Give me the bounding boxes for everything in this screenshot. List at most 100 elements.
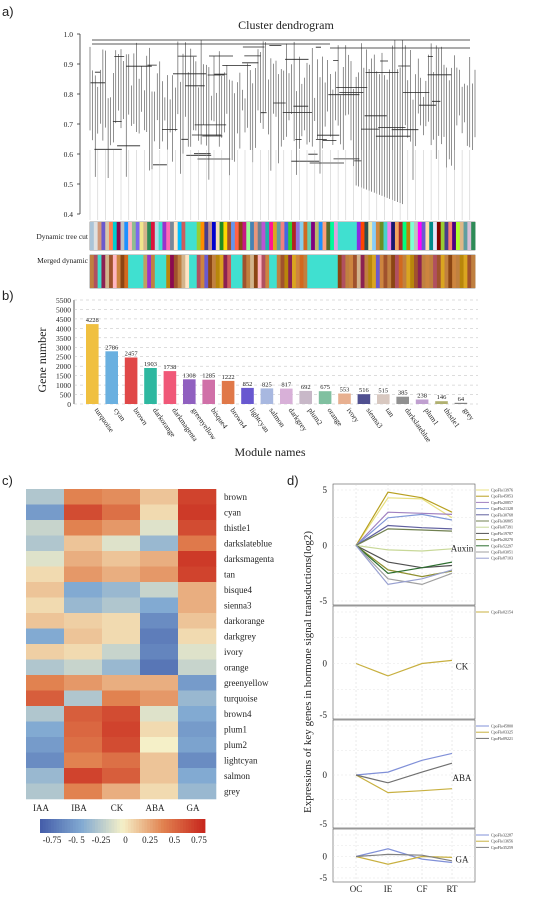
colorbar-segment [185,819,189,833]
heatmap-column-labels: IAA IBA CK ABA GA [33,803,200,813]
hormone-gene-expression-lines: Expressions of key genes in hormone sign… [302,483,513,894]
module-color-stripe [311,222,316,250]
bar-value-label: 1285 [202,373,215,380]
heatmap-column-label: CK [111,803,124,813]
series-line [355,762,453,784]
bar-greenyellow [183,379,196,404]
colorbar-segment [144,819,148,833]
module-color-stripe [341,255,346,288]
heatmap-cell [140,783,179,800]
heatmap-cell [64,644,103,660]
heatmap-cell [140,489,179,505]
bar-value-label: 692 [301,384,311,391]
series-line [355,544,453,552]
module-color-stripe [208,222,213,250]
module-color-stripe [368,255,373,288]
heatmap-cell [26,737,65,753]
colorbar-segment [100,819,104,833]
colorbar-segment [199,819,203,833]
series-line [355,524,453,547]
heatmap-cell [140,675,179,691]
bar-value-label: 675 [320,384,330,391]
colorbar-segment [169,819,173,833]
module-color-stripe [433,222,438,250]
dendrogram-title: Cluster dendrogram [238,18,334,32]
module-color-stripe [372,222,377,250]
module-color-stripe [311,255,316,288]
colorbar-segment [122,819,126,833]
subplot-y-tick-label: -5 [320,873,328,883]
heatmap-row-label: cyan [224,508,241,518]
module-color-stripe [223,255,228,288]
module-color-stripe [394,222,400,250]
module-color-stripe [288,255,293,288]
heatmap-cell [102,613,141,629]
heatmap-cell [64,659,103,676]
subplot-ck: 0 -5 CpoFlo02154 CK [320,605,513,720]
heatmap-cell [140,690,179,707]
series-line [355,513,453,546]
module-color-stripe [265,255,270,288]
series-line [355,511,453,546]
module-color-stripe [185,255,190,288]
module-color-stripe [463,255,468,288]
module-color-stripe [192,255,198,288]
module-color-stripe [444,222,449,250]
module-color-stripe [471,222,476,250]
module-color-stripe [128,255,133,288]
heatmap-cell [178,566,217,583]
heatmap-cell [26,566,65,583]
heatmap-cell [178,628,217,645]
heatmap-cell [26,659,65,676]
bar-y-tick-label: 1500 [56,372,71,381]
module-color-stripe [360,222,365,250]
colorbar-segment [130,819,134,833]
colorbar-segment [78,819,82,833]
module-color-stripe [307,222,312,250]
colorbar-segment [106,819,110,833]
heatmap-row-label: darksmagenta [224,554,274,564]
module-color-stripe [467,222,472,250]
heatmap-cell [64,783,103,800]
series-line [355,491,453,546]
series-line [355,528,453,547]
module-color-stripe [223,222,228,250]
heatmap-cells [26,489,217,800]
heatmap-column-label: IAA [33,803,49,813]
colorbar-segment [188,819,192,833]
module-color-stripe [242,255,247,288]
module-color-stripe [452,222,457,250]
bar-plum2 [299,390,312,404]
module-color-stripe [448,255,453,288]
module-color-stripe [219,255,224,288]
module-color-stripe [410,222,415,250]
module-color-stripe [97,255,102,288]
heatmap-cell [178,582,217,598]
bar-brown [124,357,138,404]
module-color-stripe [112,222,118,250]
dendrogram-merges [90,39,470,166]
module-color-stripe [398,222,403,250]
module-color-stripe [459,222,464,250]
colorbar-segment [172,819,176,833]
bar-value-label: 2457 [125,351,139,358]
bar-darkgrey [280,388,293,404]
heatmap-cell [26,721,65,738]
bar-category-label: tan [384,406,397,419]
heatmap-cell [64,706,103,722]
module-color-stripe [246,255,251,288]
module-color-stripe [303,255,308,288]
bar-value-label: 516 [359,387,370,394]
heatmap-cell [64,535,103,552]
module-color-stripe [364,222,369,250]
heatmap-cell [64,675,103,691]
panel-label-c: c) [2,473,13,488]
colorbar-segment [155,819,159,833]
module-color-stripe [292,255,297,288]
bar-value-label: 2786 [105,344,119,351]
line-y-axis-label: Expressions of key genes in hormone sign… [302,531,314,813]
module-color-stripe [90,222,95,250]
dendrogram-y-tick-label: 0.8 [64,90,74,99]
legend-entry: CpoFlo20270 [491,537,513,542]
gene-number-bar-chart: Gene number Module names 050010001500200… [35,296,478,459]
